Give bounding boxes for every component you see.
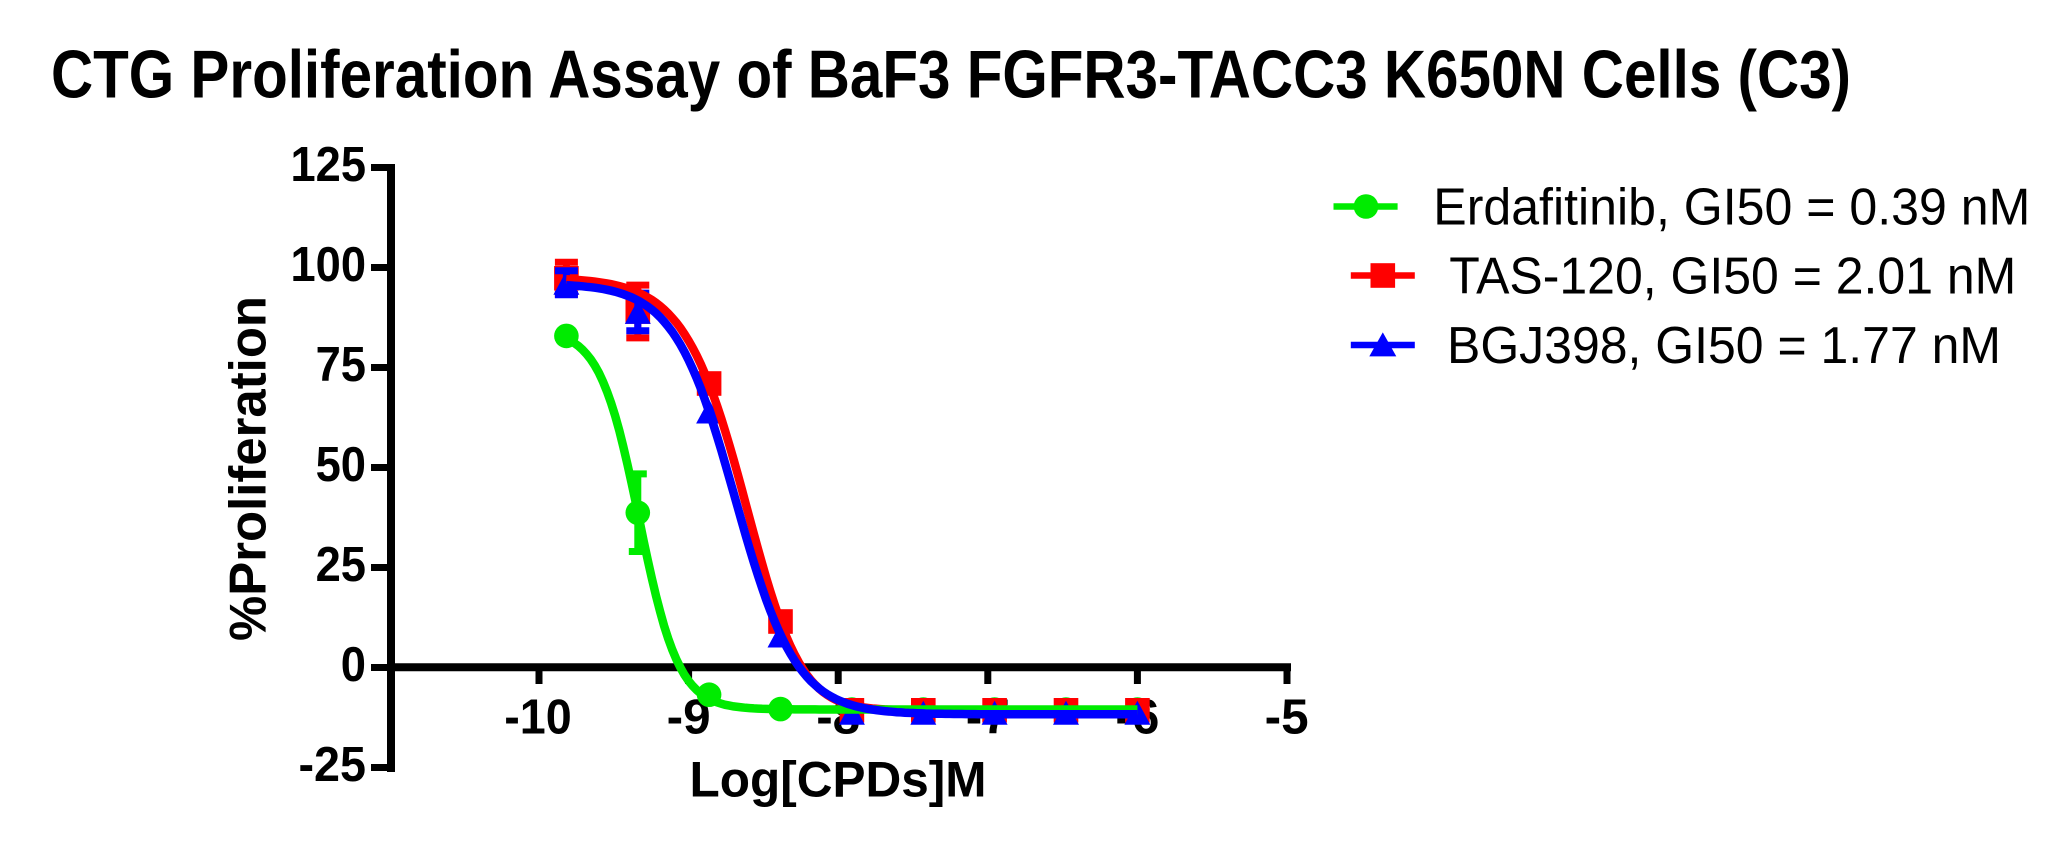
- svg-text:Erdafitinib, GI50 = 0.39 nM: Erdafitinib, GI50 = 0.39 nM: [1433, 179, 2030, 237]
- svg-text:25: 25: [316, 537, 366, 592]
- svg-text:75: 75: [316, 337, 366, 392]
- svg-text:-10: -10: [504, 690, 572, 745]
- svg-text:TAS-120, GI50 = 2.01 nM: TAS-120, GI50 = 2.01 nM: [1449, 248, 2016, 306]
- svg-text:0: 0: [341, 637, 366, 692]
- svg-text:-5: -5: [1265, 690, 1309, 745]
- svg-text:-25: -25: [299, 737, 367, 792]
- svg-text:BGJ398, GI50 = 1.77 nM: BGJ398, GI50 = 1.77 nM: [1447, 317, 2001, 375]
- svg-text:100: 100: [291, 237, 367, 292]
- svg-text:50: 50: [316, 437, 366, 492]
- svg-text:CTG Proliferation Assay of BaF: CTG Proliferation Assay of BaF3 FGFR3-TA…: [51, 36, 1851, 112]
- svg-text:Log[CPDs]M: Log[CPDs]M: [690, 752, 987, 808]
- svg-text:125: 125: [291, 137, 367, 192]
- svg-text:%Proliferation: %Proliferation: [219, 296, 277, 641]
